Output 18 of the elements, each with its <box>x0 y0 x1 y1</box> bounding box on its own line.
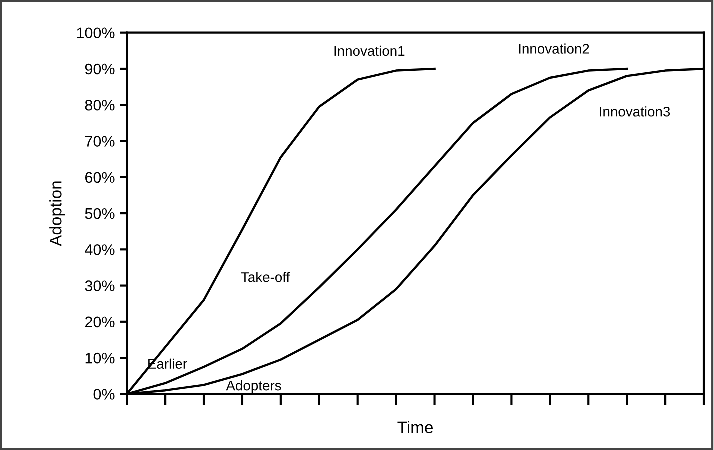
series-label: Innovation1 <box>334 46 405 56</box>
y-tick-label: 70% <box>85 136 115 147</box>
y-tick-label: 80% <box>85 100 115 111</box>
y-tick-label: 30% <box>85 280 115 292</box>
x-axis-title: Time <box>398 421 434 434</box>
y-tick-label: 0% <box>94 389 115 400</box>
y-tick-label: 40% <box>85 244 115 256</box>
annotation: Adopters <box>226 380 282 394</box>
y-tick-label: 100% <box>77 28 115 39</box>
y-tick-label: 10% <box>86 352 115 364</box>
series-label: Innovation3 <box>600 106 670 117</box>
y-axis-title: Adoption <box>50 182 66 246</box>
series-label: Innovation2 <box>519 44 590 54</box>
annotation: Take-off <box>241 272 290 282</box>
y-tick-label: 90% <box>85 64 115 75</box>
y-tick-label: 20% <box>85 316 115 328</box>
y-tick-label: 60% <box>85 172 115 184</box>
y-tick-label: 50% <box>85 208 115 220</box>
